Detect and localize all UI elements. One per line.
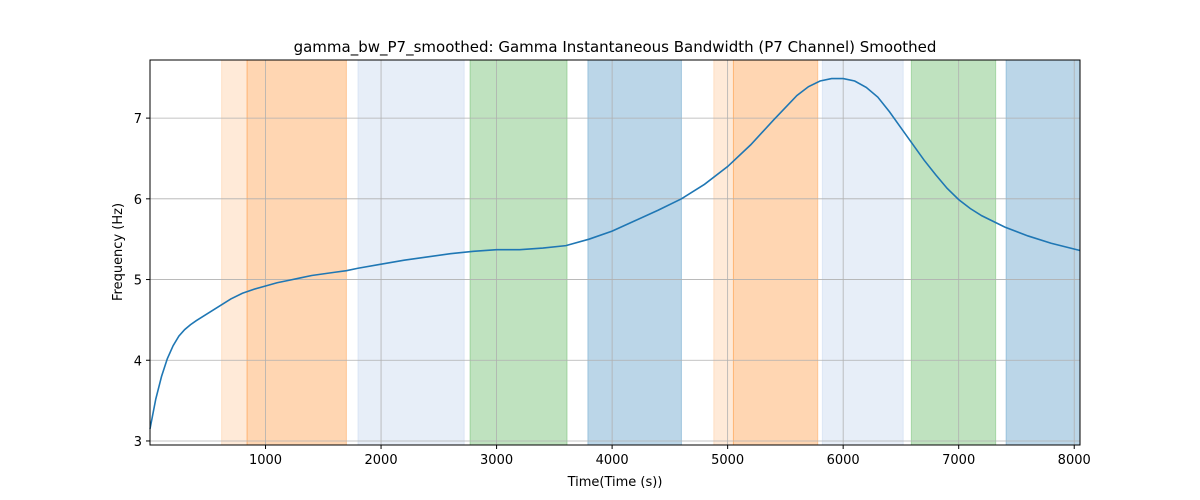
series-line (149, 77, 1081, 430)
y-tick-label: 6 (134, 193, 142, 208)
y-tick-label: 4 (134, 354, 142, 369)
y-tick-label: 7 (134, 112, 142, 127)
x-tick-label: 7000 (942, 453, 975, 468)
plot-frame (149, 59, 1081, 446)
x-tick-label: 4000 (596, 453, 629, 468)
chart-title: gamma_bw_P7_smoothed: Gamma Instantaneou… (294, 38, 937, 57)
shaded-band (221, 59, 248, 446)
x-tick-label: 2000 (365, 453, 398, 468)
x-tick-label: 5000 (711, 453, 744, 468)
shaded-band (910, 59, 997, 446)
y-axis-label: Frequency (Hz) (111, 203, 126, 301)
x-tick-label: 3000 (480, 453, 513, 468)
x-tick-label: 8000 (1058, 453, 1091, 468)
x-axis-label: Time(Time (s)) (567, 475, 663, 490)
shaded-band (732, 59, 819, 446)
y-axis-ticks: 3 4 5 6 7 (134, 112, 150, 450)
shaded-band (357, 59, 465, 446)
shaded-band (821, 59, 904, 446)
x-tick-label: 6000 (827, 453, 860, 468)
y-tick-label: 3 (134, 435, 142, 450)
grid-lines (150, 60, 1080, 445)
x-axis-ticks: 1000 2000 3000 4000 5000 6000 7000 8000 (249, 445, 1091, 468)
x-tick-label: 1000 (249, 453, 282, 468)
shaded-bands (221, 59, 1081, 446)
shaded-band (469, 59, 568, 446)
y-tick-label: 5 (134, 274, 142, 289)
